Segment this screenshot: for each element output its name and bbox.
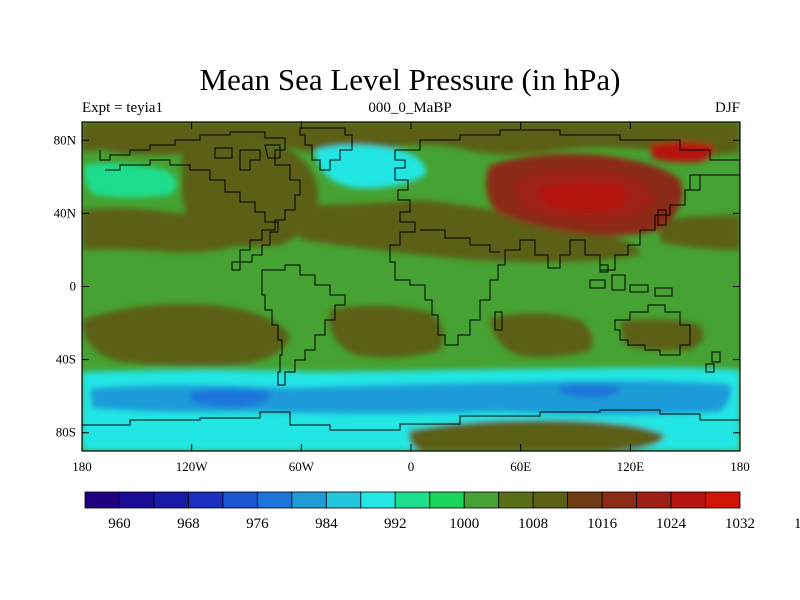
lon-tick-label: 180 <box>72 459 92 474</box>
coastline-madagascar <box>494 311 503 331</box>
region-arctic-high <box>82 122 740 156</box>
colorbar-swatch <box>188 491 224 509</box>
run-label: 000_0_MaBP <box>368 100 452 116</box>
coastline-new-zealand <box>705 351 721 373</box>
colorbar-swatch <box>636 491 672 509</box>
region-s-indian-high <box>490 313 704 358</box>
lon-tick-label: 60E <box>510 459 531 474</box>
colorbar-swatch <box>119 491 155 509</box>
lat-tick-label: 0 <box>70 279 77 294</box>
axis-ticks: 80N 40N 0 40S 80S 180 120W 60W 0 60E 120E 180 <box>54 122 750 474</box>
colorbar-label: 968 <box>177 516 200 532</box>
colorbar-swatch <box>601 491 637 509</box>
colorbar-swatch <box>567 491 603 509</box>
colorbar-label: 1016 <box>587 516 618 532</box>
coastline-antarctica <box>82 409 740 431</box>
region-n-atlantic-ridge <box>300 200 640 262</box>
colorbar-swatch <box>670 491 706 509</box>
region-aleutian-low <box>84 163 177 198</box>
colorbar-swatch <box>705 491 741 509</box>
lat-tick-label: 80N <box>54 132 77 147</box>
coastline-japan <box>657 174 701 226</box>
colorbar-label: 960 <box>108 516 131 532</box>
lon-tick-label: 180 <box>730 459 750 474</box>
colorbar-swatch <box>256 491 293 509</box>
colorbar-swatch <box>394 491 431 509</box>
region-siberian-max <box>539 141 714 211</box>
colorbar-swatch <box>291 491 327 509</box>
colorbar-label: 1032 <box>725 516 755 532</box>
colorbar-label: 984 <box>315 516 338 532</box>
pressure-field <box>82 122 740 451</box>
coastline-south-america <box>261 264 346 386</box>
region-s-pacific-high <box>82 304 290 366</box>
colorbar-swatch <box>498 491 534 509</box>
lon-tick-label: 60W <box>289 459 315 474</box>
coastline-mediterranean <box>420 229 500 253</box>
colorbar-swatch <box>463 491 500 509</box>
chart-title: Mean Sea Level Pressure (in hPa) <box>199 62 621 97</box>
colorbar-label: 1040 <box>794 516 800 532</box>
colorbar-swatch <box>532 491 569 509</box>
coastlines <box>82 127 740 431</box>
coastline-arctic-islands <box>214 144 281 171</box>
colorbar-swatch <box>222 491 258 509</box>
colorbar-label: 1000 <box>449 516 479 532</box>
region-icelandic-low <box>315 145 426 189</box>
coastline-australia <box>614 304 691 356</box>
region-s-atlantic-high <box>329 305 444 358</box>
coastline-indonesia <box>589 264 673 297</box>
colorbar-swatch <box>84 491 120 509</box>
region-n-pacific-band-high <box>82 208 740 253</box>
colorbar-swatch <box>325 491 362 509</box>
region-north-america-high <box>181 143 319 247</box>
lon-tick-label: 120E <box>617 459 645 474</box>
colorbar-swatch <box>429 491 465 509</box>
region-antarctic-high <box>408 419 665 451</box>
colorbar-label: 976 <box>246 516 269 532</box>
colorbar-swatch <box>360 491 396 509</box>
experiment-label: Expt = teyia1 <box>82 100 163 116</box>
coastline-eurasia-africa <box>389 129 740 346</box>
lon-tick-label: 120W <box>176 459 209 474</box>
lat-tick-label: 80S <box>56 425 76 440</box>
region-southern-low-core <box>190 384 621 408</box>
colorbar: 960 968 976 984 992 1000 1008 1016 1024 1032 1040 <box>84 491 800 532</box>
lat-tick-label: 40S <box>56 352 76 367</box>
colorbar-swatch <box>153 491 189 509</box>
season-label: DJF <box>714 100 740 116</box>
lat-tick-label: 40N <box>54 205 77 220</box>
colorbar-label: 992 <box>384 516 407 532</box>
colorbar-label: 1008 <box>518 516 548 532</box>
colorbar-label: 1024 <box>656 516 687 532</box>
coastline-north-america <box>99 131 301 271</box>
lon-tick-label: 0 <box>408 459 415 474</box>
coastline-greenland <box>299 127 353 171</box>
